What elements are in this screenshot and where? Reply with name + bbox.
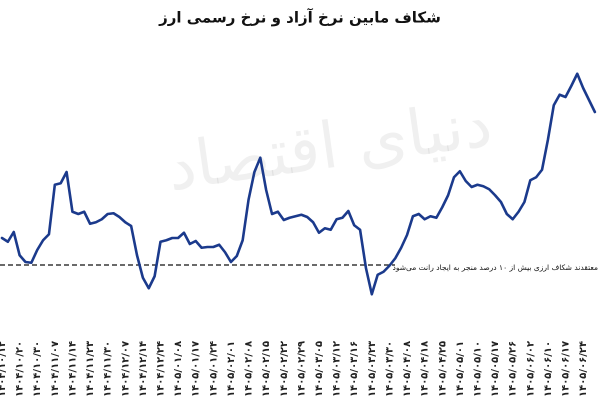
x-tick-label: ۱۴۰۴/۱۱/۲۳ [85, 341, 96, 397]
x-tick-label: ۱۴۰۵/۰۶/۱۰ [543, 341, 554, 397]
x-tick-label: ۱۴۰۵/۰۲/۲۲ [279, 341, 290, 397]
x-tick-label: ۱۴۰۵/۰۱/۱۷ [191, 341, 202, 397]
x-tick-label: ۱۴۰۴/۱۲/۰۷ [120, 341, 131, 397]
x-tick-label: ۱۴۰۵/۰۴/۰۸ [402, 341, 413, 397]
watermark: دنیای اقتصاد [163, 87, 497, 206]
x-tick-label: ۱۴۰۵/۰۲/۲۹ [296, 341, 307, 397]
x-tick-label: ۱۴۰۵/۰۳/۱۶ [349, 341, 360, 397]
reference-label: معتقدند شکاف ارزی بیش از ۱۰ درصد منجر به… [393, 263, 598, 272]
x-tick-label: ۱۴۰۵/۰۳/۳۰ [384, 341, 395, 397]
x-tick-label: ۱۴۰۵/۰۲/۰۸ [244, 341, 255, 397]
chart-title: شکاف مابین نرخ آزاد و نرخ رسمی ارز [158, 9, 441, 27]
x-tick-label: ۱۴۰۵/۰۶/۰۲ [525, 341, 536, 397]
x-tick-label: ۱۴۰۴/۱۱/۳۰ [103, 341, 114, 397]
x-tick-label: ۱۴۰۴/۱۰/۲۰ [15, 341, 26, 397]
x-tick-label: ۱۴۰۴/۱۰/۳۰ [32, 341, 43, 397]
x-tick-label: ۱۴۰۴/۱۱/۰۷ [50, 341, 61, 397]
x-tick-label: ۱۴۰۵/۰۵/۱۰ [472, 341, 483, 397]
x-tick-label: ۱۴۰۴/۱۲/۱۴ [138, 341, 149, 397]
x-tick-label: ۱۴۰۵/۰۲/۰۱ [226, 341, 237, 397]
x-tick-label: ۱۴۰۵/۰۱/۰۸ [173, 341, 184, 397]
x-tick-label: ۱۴۰۵/۰۶/۱۷ [561, 341, 572, 397]
x-tick-label: ۱۴۰۴/۱۲/۲۴ [155, 341, 166, 397]
x-tick-label: ۱۴۰۵/۰۱/۲۴ [208, 341, 219, 397]
x-tick-label: ۱۴۰۵/۰۶/۲۴ [578, 341, 589, 397]
x-tick-label: ۱۴۰۵/۰۴/۲۵ [437, 341, 448, 397]
data-line [0, 72, 597, 296]
x-tick-label: ۱۴۰۵/۰۳/۱۲ [332, 341, 343, 397]
x-tick-label: ۱۴۰۴/۱۱/۱۴ [67, 341, 78, 397]
x-tick-label: ۱۴۰۵/۰۳/۰۵ [314, 341, 325, 397]
x-tick-label: ۱۴۰۵/۰۵/۰۱ [455, 341, 466, 397]
x-tick-label: ۱۴۰۵/۰۵/۱۷ [490, 341, 501, 397]
x-tick-label: ۱۴۰۵/۰۵/۲۶ [508, 341, 519, 397]
x-tick-label: ۱۴۰۵/۰۳/۲۳ [367, 341, 378, 397]
x-tick-label: ۱۴۰۵/۰۲/۱۵ [261, 341, 272, 397]
x-tick-label: ۱۴۰۵/۰۴/۱۸ [420, 341, 431, 397]
x-tick-label: ۱۴۰۴/۱۰/۱۲ [0, 341, 8, 397]
